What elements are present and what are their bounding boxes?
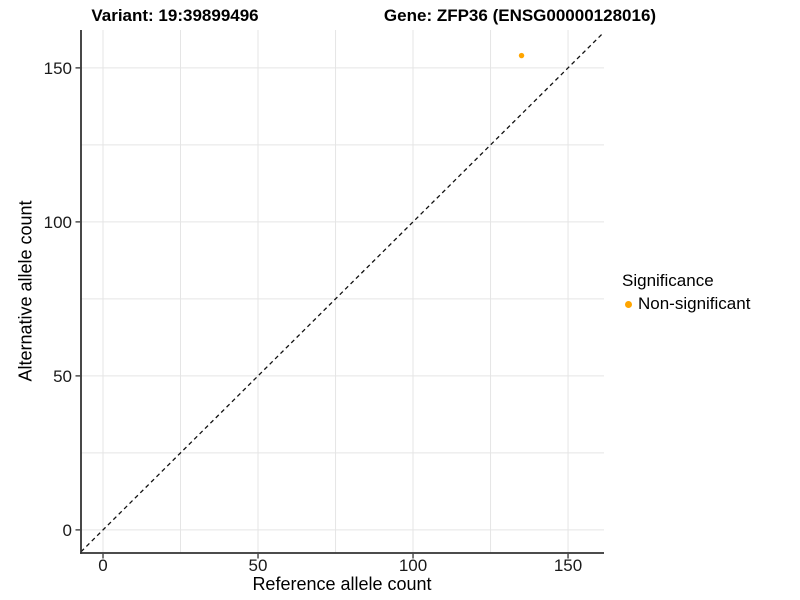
x-axis-title: Reference allele count — [252, 574, 432, 594]
y-axis-title: Alternative allele count — [15, 200, 36, 382]
tick-marks: 0 50 100 150 0 50 100 150 — [44, 59, 583, 575]
legend: Significance Non-significant — [622, 271, 750, 314]
y-tick-label: 150 — [44, 59, 72, 78]
gridlines — [81, 30, 604, 553]
y-tick-label: 0 — [63, 521, 72, 540]
x-tick-label: 150 — [554, 556, 582, 575]
legend-entry: Non-significant — [622, 294, 750, 314]
x-tick-label: 100 — [399, 556, 427, 575]
variant-title: Variant: 19:39899496 — [91, 6, 259, 25]
gene-title: Gene: ZFP36 (ENSG00000128016) — [383, 6, 657, 25]
data-point — [518, 52, 525, 59]
y-tick-label: 50 — [53, 367, 72, 386]
legend-entry-label: Non-significant — [638, 294, 751, 313]
legend-point-icon — [625, 300, 632, 308]
axis-lines — [80, 30, 604, 554]
legend-title: Significance — [622, 271, 714, 290]
identity-line — [80, 31, 605, 553]
x-tick-label: 0 — [98, 556, 107, 575]
y-tick-label: 100 — [44, 213, 72, 232]
x-tick-label: 50 — [249, 556, 268, 575]
